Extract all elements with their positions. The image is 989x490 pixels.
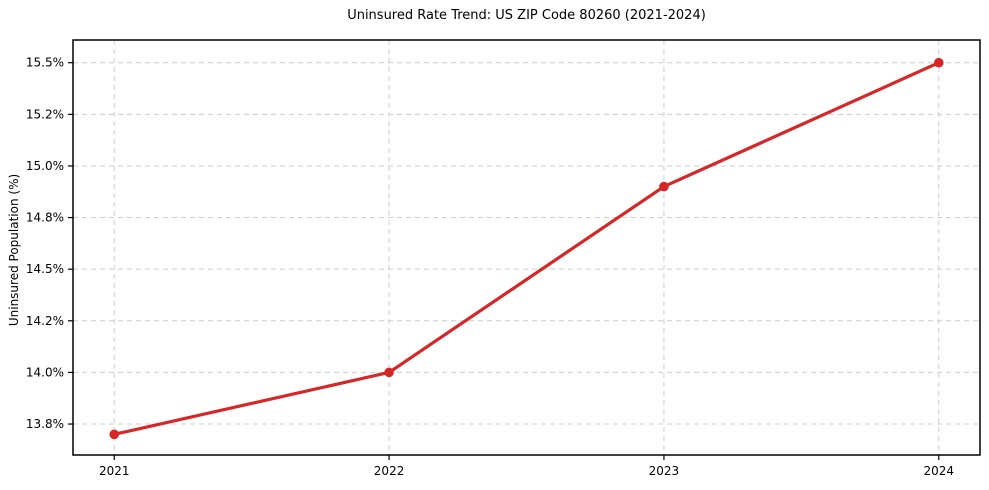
x-tick-label: 2024 xyxy=(923,464,954,478)
trend-line xyxy=(112,61,941,436)
x-tick-label: 2021 xyxy=(99,464,130,478)
data-point xyxy=(933,57,944,68)
y-tick-label: 15.0% xyxy=(26,159,64,173)
y-tick-label: 14.5% xyxy=(26,262,64,276)
y-tick-label: 14.0% xyxy=(26,365,64,379)
y-tick-label: 14.8% xyxy=(26,211,64,225)
y-tick-label: 14.2% xyxy=(26,314,64,328)
x-tick-label: 2022 xyxy=(374,464,405,478)
y-tick-label: 13.8% xyxy=(26,417,64,431)
y-tick-label: 15.2% xyxy=(26,107,64,121)
chart-title: Uninsured Rate Trend: US ZIP Code 80260 … xyxy=(347,8,706,23)
data-point xyxy=(384,367,394,378)
y-tick-label: 15.5% xyxy=(26,56,64,70)
plot-border xyxy=(72,39,981,456)
x-tick-label: 2023 xyxy=(649,464,680,478)
data-point xyxy=(109,429,120,440)
data-point xyxy=(659,181,669,192)
